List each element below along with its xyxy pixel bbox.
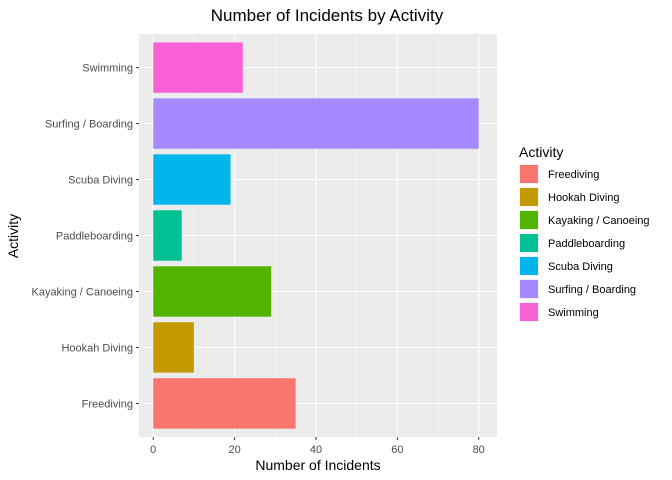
bar-paddleboarding [153, 210, 182, 261]
bar-hookah-diving [153, 322, 194, 373]
bar-surfing-boarding [153, 98, 479, 149]
legend-swatch-surfing-boarding [520, 280, 538, 298]
y-tick-label: Hookah Diving [61, 342, 133, 354]
legend: Activity Freediving Hookah Diving Kayaking… [519, 144, 650, 322]
legend-label-kayaking-canoeing: Kayaking / Canoeing [548, 215, 650, 227]
x-tick-label: 20 [228, 444, 240, 456]
x-tick-label: 40 [310, 444, 322, 456]
bars [153, 42, 479, 429]
legend-swatch-swimming [520, 303, 538, 321]
y-tick-label: Surfing / Boarding [45, 119, 133, 131]
legend-label-swimming: Swimming [548, 307, 599, 319]
bar-swimming [153, 42, 243, 93]
legend-label-scuba-diving: Scuba Diving [548, 261, 613, 273]
chart-title: Number of Incidents by Activity [211, 6, 444, 25]
y-tick-labels: Freediving Hookah Diving Kayaking / Canoei… [31, 63, 139, 410]
y-tick-label: Scuba Diving [68, 175, 133, 187]
x-tick-label: 0 [150, 444, 156, 456]
bar-freediving [153, 378, 296, 429]
y-tick-label: Kayaking / Canoeing [31, 286, 133, 298]
y-tick-label: Paddleboarding [56, 231, 133, 243]
legend-title: Activity [519, 144, 563, 160]
legend-swatch-scuba-diving [520, 257, 538, 275]
legend-swatch-paddleboarding [520, 234, 538, 252]
x-tick-label: 80 [473, 444, 485, 456]
y-tick-label: Freediving [82, 398, 133, 410]
y-axis-title: Activity [5, 214, 21, 258]
legend-label-hookah-diving: Hookah Diving [548, 192, 620, 204]
legend-label-paddleboarding: Paddleboarding [548, 238, 625, 250]
legend-swatch-hookah-diving [520, 188, 538, 206]
x-axis-title: Number of Incidents [255, 457, 380, 473]
legend-swatch-kayaking-canoeing [520, 211, 538, 229]
bar-scuba-diving [153, 154, 231, 205]
legend-label-freediving: Freediving [548, 169, 599, 181]
legend-swatch-freediving [520, 165, 538, 183]
y-tick-label: Swimming [82, 63, 133, 75]
bar-kayaking-canoeing [153, 266, 272, 317]
x-tick-labels: 0 20 40 60 80 [150, 437, 485, 456]
x-tick-label: 60 [391, 444, 403, 456]
legend-label-surfing-boarding: Surfing / Boarding [548, 284, 636, 296]
